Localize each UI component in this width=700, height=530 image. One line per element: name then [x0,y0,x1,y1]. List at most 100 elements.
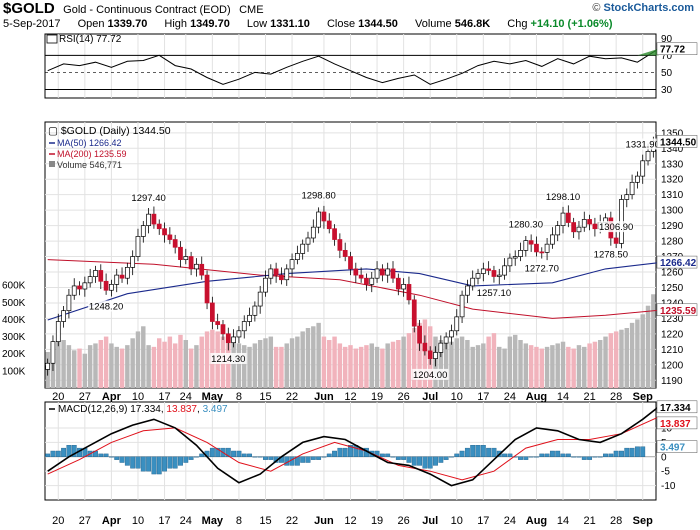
candle-body [88,277,92,283]
macd-hist-bar [439,457,443,463]
macd-hist-bar [407,457,411,463]
ma50-legend: MA(50) 1266.42 [57,138,122,148]
macd-hist-bar [146,457,150,471]
volume-bar [77,349,81,388]
candle-body [588,219,592,224]
volume-bar [582,347,586,388]
macd-value-tag: 17.334 [660,403,691,414]
macd-hist-bar [237,451,241,457]
candle-body [295,253,299,259]
candle-body [492,270,496,276]
volume-bar [385,343,389,388]
macd-hist-bar [396,457,400,460]
candle-body [540,252,544,253]
macd-hist-bar [141,457,145,471]
macd-hist-bar [130,457,134,469]
date-tick: 26 [398,391,410,403]
macd-hist-bar [444,457,448,460]
macd-hist-bar [566,454,570,457]
macd-hist-bar [481,445,485,457]
candle-body [386,269,390,275]
macd-hist-bar [152,457,156,474]
candle-body [242,322,246,331]
candle-body [184,257,188,260]
volume-bar [290,338,294,388]
macd-hist-bar [428,457,432,469]
candle-body [232,337,236,343]
candle-body [370,278,374,284]
candle-body [99,270,103,281]
volume-bar [364,345,368,388]
macd-hist-bar [136,457,140,469]
volume-bar [455,338,459,388]
volume-bar [375,347,379,388]
date-tick: Jun [314,391,334,403]
candle-body [444,337,448,343]
volume-bar [625,328,629,388]
rsi-tick: 50 [661,68,673,79]
macd-tick: -5 [661,467,670,478]
candle-body [375,269,379,278]
price-annotation: 1298.10 [546,192,580,203]
price-tick: 1320 [661,175,684,186]
price-tick: 1210 [661,345,684,356]
macd-hist-bar [253,457,257,458]
candle-body [200,264,204,275]
date-tick: 17 [477,391,489,403]
rsi-tick: 30 [661,85,673,96]
volume-bar [327,340,331,388]
volume-bar [274,347,278,388]
macd-hist-bar [109,457,113,458]
volume-bar [242,345,246,388]
volume-bar [93,343,97,388]
macd-hist-bar [401,457,405,460]
candle-body [354,269,358,275]
candle-body [423,343,427,351]
rsi-value-tag: 77.72 [660,45,685,56]
macd-date-tick: May [202,515,224,527]
candle-body [157,224,161,229]
candle-body [115,275,119,284]
volume-bar [513,335,517,388]
macd-date-tick: 14 [557,515,569,527]
candle-body [333,229,337,240]
macd-hist-bar [476,445,480,457]
candle-body [301,244,305,253]
volume-bar [141,326,145,388]
volume-bar [316,323,320,388]
volume-legend-swatch [49,161,55,167]
candle-body [56,322,60,342]
volume-bar [486,337,490,388]
macd-date-tick: 12 [344,515,356,527]
candle-body [428,351,432,359]
candle-body [418,326,422,343]
candle-body [189,257,193,269]
candle-body [72,286,76,295]
candle-body [338,240,342,251]
volume-bar [338,343,342,388]
candle-body [487,269,491,271]
macd-date-tick: 19 [371,515,383,527]
volume-bar [162,342,166,388]
volume-bar [200,337,204,388]
macd-hist-bar [125,457,129,466]
price-title: ▢ $GOLD (Daily) 1344.50 [48,125,171,137]
volume-bar [322,337,326,388]
volume-bar [247,347,251,388]
candle-body [285,269,289,280]
price-annotation: 1298.80 [301,191,335,202]
candle-body [471,278,475,286]
macd-date-tick: Aug [526,515,547,527]
volume-bar [534,347,538,388]
candle-body [147,214,151,225]
candle-body [646,151,650,160]
volume-bar [508,337,512,388]
rsi-legend-box [47,35,57,43]
macd-hist-bar [242,454,246,457]
volume-bar [279,347,283,388]
volume-bar [540,349,544,388]
volume-bar [444,343,448,388]
volume-bar [640,314,644,388]
macd-hist-bar [593,457,597,458]
volume-bar [561,342,565,388]
